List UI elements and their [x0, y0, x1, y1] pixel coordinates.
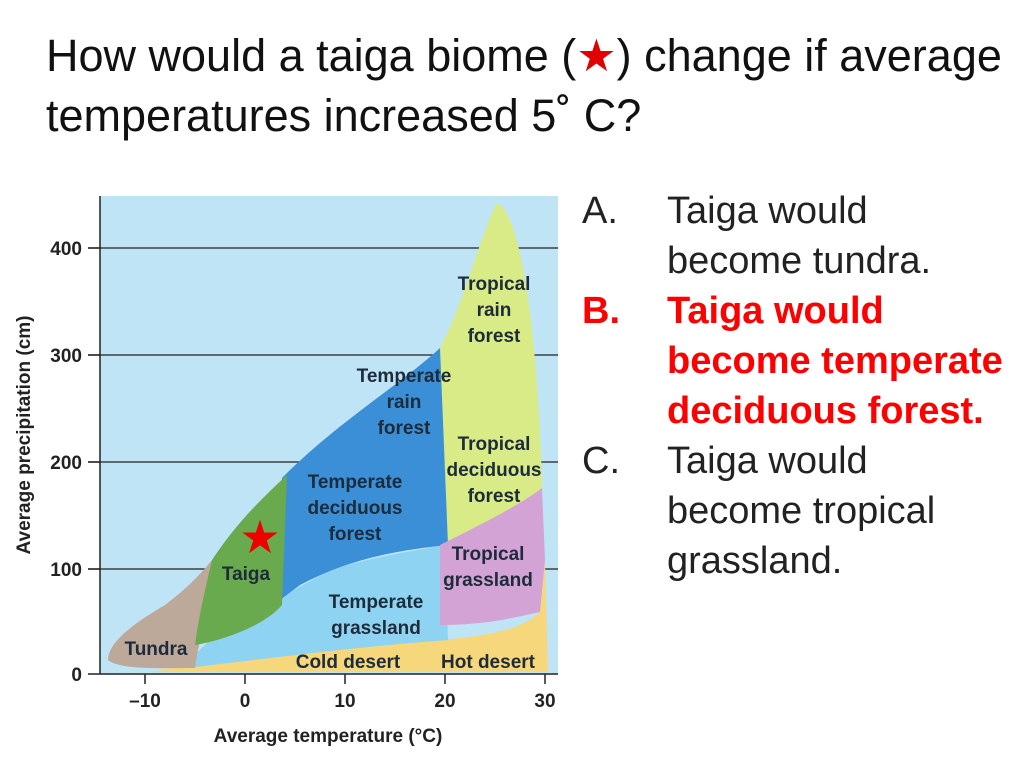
label-temperate-rain-1: Temperate [357, 366, 452, 387]
answer-b[interactable]: B. Taiga would become temperate deciduou… [582, 286, 1012, 436]
x-tick-minus-10: –10 [129, 691, 161, 712]
x-tick-10: 10 [334, 691, 355, 712]
y-tick-400: 400 [50, 239, 82, 260]
answer-list: A. Taiga would become tundra. B. Taiga w… [582, 186, 1012, 586]
answer-c[interactable]: C. Taiga would become tropical grassland… [582, 436, 1012, 586]
temperate-forest-region [280, 340, 448, 600]
tropical-forest-region [440, 203, 542, 545]
label-tropical-deciduous-1: Tropical [458, 434, 531, 455]
label-temperate-deciduous-1: Temperate [308, 472, 403, 493]
label-temperate-grassland-1: Temperate [329, 592, 424, 613]
label-tundra: Tundra [125, 639, 188, 660]
desert-region [150, 560, 548, 672]
label-temperate-deciduous-2: deciduous [307, 498, 402, 519]
answer-a[interactable]: A. Taiga would become tundra. [582, 186, 1012, 286]
label-cold-desert: Cold desert [296, 652, 401, 673]
biome-climate-diagram: 0 100 200 300 400 –10 0 10 20 30 Average… [14, 196, 558, 747]
taiga-star-marker: ★ [239, 510, 280, 564]
answer-c-letter: C. [582, 440, 620, 482]
x-tick-20: 20 [434, 691, 455, 712]
label-tropical-rain-3: forest [468, 326, 521, 347]
slide-title: How would a taiga biome (★) change if av… [46, 26, 1006, 146]
tropical-grassland-region [440, 488, 545, 625]
title-part-1: How would a taiga biome ( [46, 30, 577, 81]
label-hot-desert: Hot desert [441, 652, 536, 673]
x-tick-30: 30 [534, 691, 555, 712]
y-tick-100: 100 [50, 560, 82, 581]
y-tick-0: 0 [71, 665, 82, 686]
temperate-grassland-region [185, 545, 448, 668]
label-taiga: Taiga [222, 564, 271, 585]
label-temperate-deciduous-3: forest [329, 524, 382, 545]
x-axis-title: Average temperature (°C) [214, 726, 443, 747]
label-tropical-grassland-1: Tropical [452, 544, 525, 565]
answer-b-text: Taiga would become temperate deciduous f… [667, 290, 1003, 432]
label-temperate-rain-3: forest [378, 418, 431, 439]
label-tropical-deciduous-3: forest [468, 486, 521, 507]
label-tropical-rain-2: rain [477, 300, 512, 321]
title-part-2: ) change if average temperatures increas… [46, 30, 1002, 141]
label-tropical-grassland-2: grassland [443, 570, 533, 591]
label-tropical-deciduous-2: deciduous [446, 460, 541, 481]
star-icon: ★ [576, 30, 617, 81]
label-temperate-grassland-2: grassland [331, 618, 421, 639]
answer-b-letter: B. [582, 290, 620, 332]
tundra-region [108, 560, 212, 669]
taiga-region [195, 475, 287, 645]
answer-a-letter: A. [582, 190, 618, 232]
y-tick-200: 200 [50, 453, 82, 474]
label-temperate-rain-2: rain [387, 392, 422, 413]
y-tick-300: 300 [50, 346, 82, 367]
y-axis-title: Average precipitation (cm) [14, 316, 35, 555]
answer-a-text: Taiga would become tundra. [667, 190, 932, 282]
label-tropical-rain-1: Tropical [458, 274, 531, 295]
answer-c-text: Taiga would become tropical grassland. [667, 440, 936, 582]
axes [88, 196, 558, 684]
x-tick-0: 0 [240, 691, 251, 712]
